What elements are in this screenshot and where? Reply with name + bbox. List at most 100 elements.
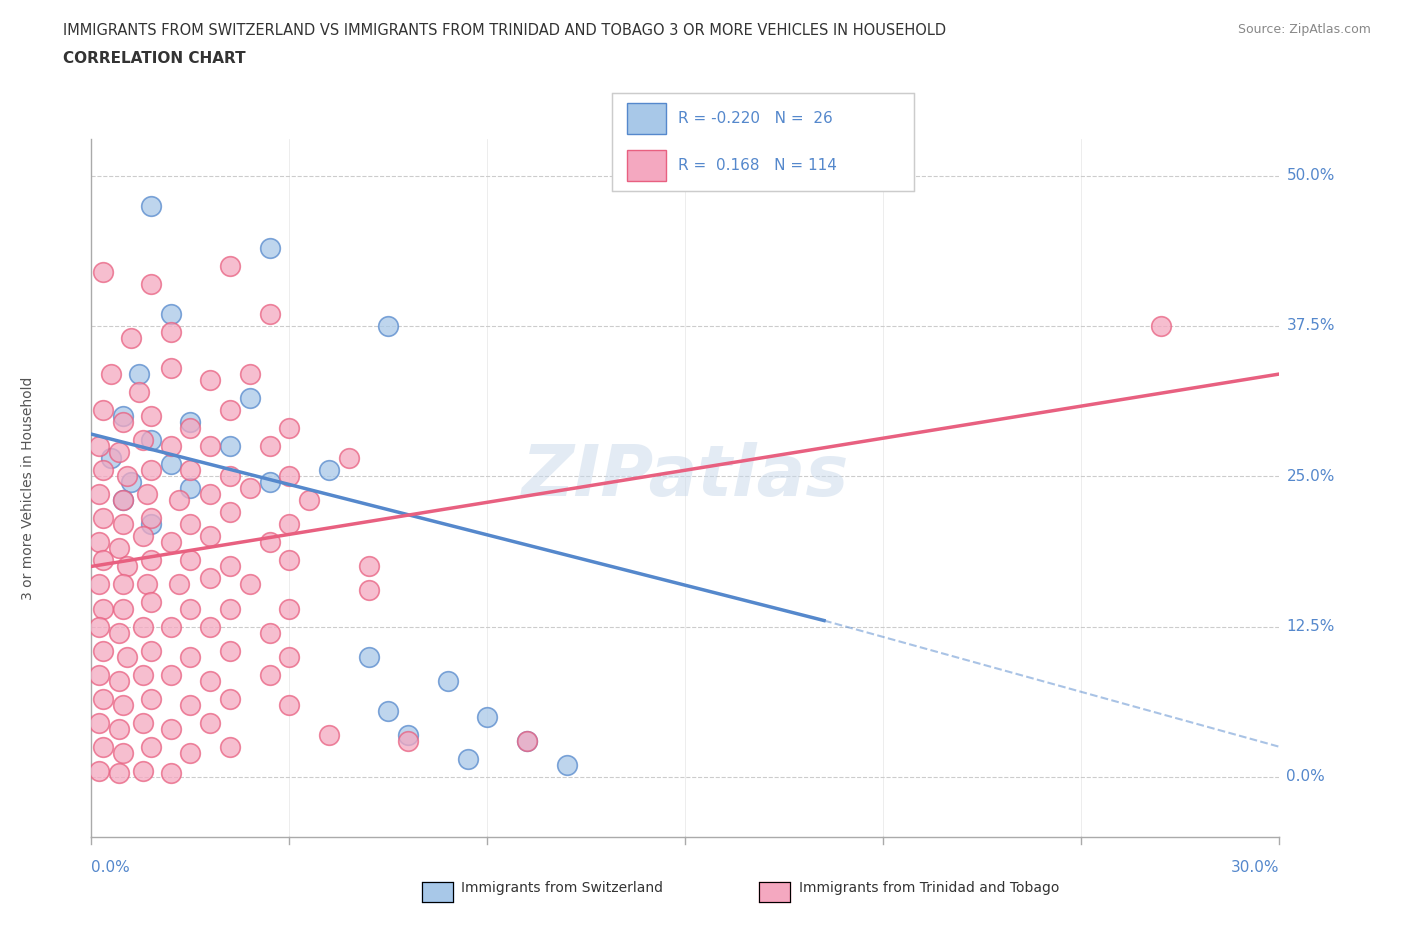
Point <box>108 541 131 556</box>
Point <box>139 408 162 423</box>
Point <box>259 475 281 490</box>
Point <box>357 559 380 574</box>
Point <box>179 745 201 760</box>
Point <box>89 715 111 730</box>
Text: 37.5%: 37.5% <box>1286 318 1334 333</box>
Point <box>115 559 138 574</box>
Point <box>198 439 221 454</box>
Point <box>132 764 155 778</box>
Point <box>139 553 162 568</box>
Point <box>219 505 242 520</box>
Text: Immigrants from Switzerland: Immigrants from Switzerland <box>461 881 664 896</box>
Point <box>259 535 281 550</box>
Point <box>167 577 190 591</box>
Point <box>219 644 242 658</box>
Point <box>198 373 221 388</box>
Text: IMMIGRANTS FROM SWITZERLAND VS IMMIGRANTS FROM TRINIDAD AND TOBAGO 3 OR MORE VEH: IMMIGRANTS FROM SWITZERLAND VS IMMIGRANT… <box>63 23 946 38</box>
Point <box>516 734 538 749</box>
Point <box>139 739 162 754</box>
Point <box>159 439 181 454</box>
Point <box>91 264 114 279</box>
Point <box>477 710 499 724</box>
Point <box>91 691 114 706</box>
Point <box>239 391 262 405</box>
Point <box>159 765 181 780</box>
Point <box>219 739 242 754</box>
Text: 0.0%: 0.0% <box>91 860 131 875</box>
Point <box>132 529 155 544</box>
Point <box>219 469 242 484</box>
Point <box>91 553 114 568</box>
Point <box>357 649 380 664</box>
Point <box>159 457 181 472</box>
Point <box>89 486 111 501</box>
Point <box>259 667 281 682</box>
Point <box>132 715 155 730</box>
Point <box>120 330 142 345</box>
Point <box>139 198 162 213</box>
Point <box>132 619 155 634</box>
Point <box>259 625 281 640</box>
Point <box>91 739 114 754</box>
Point <box>112 698 135 712</box>
Point <box>278 698 301 712</box>
Point <box>179 481 201 496</box>
Point <box>91 601 114 616</box>
Point <box>91 511 114 525</box>
Point <box>135 486 157 501</box>
Point <box>100 366 122 381</box>
Point <box>337 451 360 466</box>
Point <box>457 751 479 766</box>
Point <box>179 517 201 532</box>
Text: Source: ZipAtlas.com: Source: ZipAtlas.com <box>1237 23 1371 36</box>
Point <box>239 366 262 381</box>
Point <box>278 649 301 664</box>
Point <box>139 463 162 478</box>
Text: CORRELATION CHART: CORRELATION CHART <box>63 51 246 66</box>
Point <box>139 691 162 706</box>
Point <box>108 673 131 688</box>
Point <box>239 481 262 496</box>
Point <box>89 619 111 634</box>
Point <box>91 403 114 418</box>
Point <box>89 667 111 682</box>
Point <box>318 463 340 478</box>
Point <box>159 667 181 682</box>
Point <box>89 439 111 454</box>
Point <box>377 318 399 333</box>
Point <box>219 559 242 574</box>
Point <box>112 517 135 532</box>
Point <box>139 517 162 532</box>
Text: 12.5%: 12.5% <box>1286 619 1334 634</box>
Point <box>112 745 135 760</box>
Point <box>128 366 150 381</box>
Point <box>159 361 181 376</box>
Point <box>219 403 242 418</box>
Point <box>239 577 262 591</box>
Point <box>91 644 114 658</box>
Point <box>259 439 281 454</box>
Point <box>139 644 162 658</box>
Point <box>112 493 135 508</box>
Point <box>112 408 135 423</box>
Point <box>555 757 578 772</box>
Point <box>198 673 221 688</box>
Point <box>198 715 221 730</box>
Text: 50.0%: 50.0% <box>1286 168 1334 183</box>
Point <box>278 420 301 435</box>
Text: R =  0.168   N = 114: R = 0.168 N = 114 <box>678 158 837 173</box>
Point <box>139 276 162 291</box>
Point <box>219 691 242 706</box>
Point <box>159 619 181 634</box>
Point <box>159 535 181 550</box>
Point <box>179 649 201 664</box>
Point <box>179 553 201 568</box>
Point <box>179 420 201 435</box>
Text: ZIPatlas: ZIPatlas <box>522 442 849 511</box>
Point <box>132 667 155 682</box>
Point <box>357 583 380 598</box>
Point <box>159 722 181 737</box>
Point <box>516 734 538 749</box>
Point <box>396 734 419 749</box>
Point <box>112 415 135 430</box>
